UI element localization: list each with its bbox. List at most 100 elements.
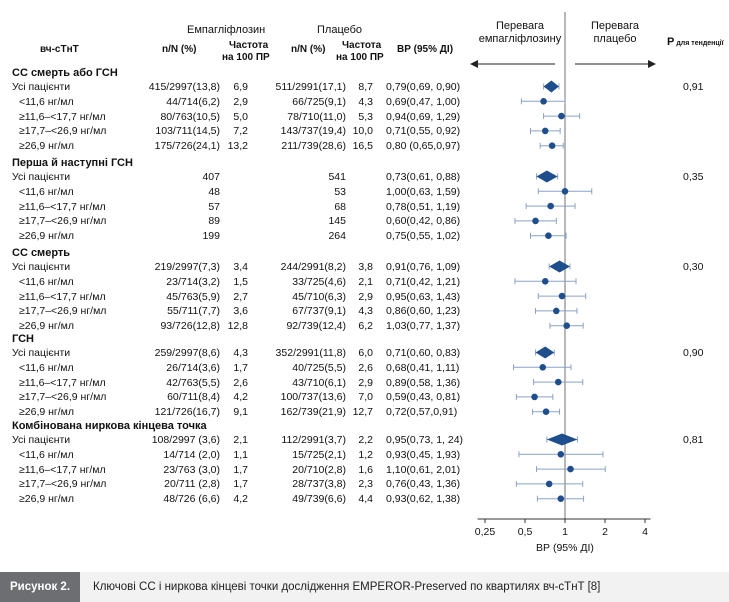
subgroup-hr-point: [563, 322, 571, 330]
favors-placebo-label-line1: Перевага: [591, 20, 639, 32]
placebo-rate-cell: 16,5: [352, 140, 373, 153]
row-label: ≥11,6–<17,7 нг/мл: [19, 290, 106, 303]
hr-ci-cell: 0,71(0,42, 1,21): [386, 275, 461, 288]
hr-ci-cell: 1,10(0,61, 2,01): [386, 463, 461, 476]
overall-hr-diamond: [535, 346, 555, 359]
subgroup-hr-point: [541, 278, 549, 285]
subgroup-hr-point: [532, 217, 539, 225]
empa-group-header: Емпагліфлозин: [187, 24, 266, 36]
placebo-n-cell: 92/739(12,4): [286, 320, 346, 333]
hr-ci-cell: 0,71(0,60, 0,83): [386, 347, 461, 359]
favors-placebo-arrowhead: [648, 60, 656, 68]
empa-rate-cell: 4,2: [233, 391, 248, 404]
row-label: ≥17,7–<26,9 нг/мл: [19, 305, 107, 318]
hr-ci-cell: 0,93(0,45, 1,93): [386, 448, 461, 461]
section-title: СС смерть або ГСН: [12, 67, 118, 79]
overall-hr-diamond: [536, 170, 558, 183]
row-label: ≥11,6–<17,7 нг/мл: [19, 110, 106, 123]
placebo-n-cell: 15/725(2,1): [292, 448, 346, 461]
row-label: Усі пацієнти: [12, 81, 71, 93]
subgroup-hr-point: [558, 112, 565, 120]
empa-rate-cell: 2,6: [233, 376, 248, 389]
empa-n-cell: 42/763(5,5): [166, 376, 220, 389]
empa-n-cell: 26/714(3,6): [166, 361, 220, 374]
subgroup-hr-point: [561, 188, 569, 195]
row-label: <11,6 нг/мл: [19, 448, 74, 461]
empa-rate-cell: 1,7: [233, 463, 248, 476]
empa-n-cell: 199: [202, 230, 220, 243]
empa-rate-cell: 6,9: [233, 81, 248, 93]
placebo-rate-cell: 2,6: [358, 361, 373, 374]
row-label: ≥26,9 нг/мл: [19, 230, 75, 243]
empa-rate-cell: 1,1: [233, 448, 248, 461]
x-axis-tick-label: 1: [562, 526, 568, 538]
hr-ci-cell: 1,00(0,63, 1,59): [386, 185, 461, 198]
hr-ci-cell: 0,89(0,58, 1,36): [386, 376, 461, 389]
empa-n-cell: 14/714 (2,0): [163, 448, 220, 461]
placebo-n-cell: 20/710(2,8): [292, 463, 346, 476]
row-label: ≥11,6–<17,7 нг/мл: [19, 463, 106, 476]
p-trend-value: 0,81: [683, 434, 704, 446]
x-axis-tick-label: 2: [602, 526, 608, 538]
p-trend-header-p: P: [667, 36, 675, 48]
hr-ci-cell: 0,72(0,57,0,91): [386, 406, 458, 419]
placebo-rate-cell: 1,6: [358, 463, 373, 476]
empa-rate-cell: 2,9: [233, 95, 248, 108]
empa-rate-cell: 3,6: [233, 305, 248, 318]
placebo-group-header: Плацебо: [317, 24, 363, 36]
empa-rate-column-header-line2: на 100 ПР: [222, 52, 270, 63]
row-label: <11,6 нг/мл: [19, 361, 74, 374]
placebo-rate-cell: 3,8: [358, 261, 373, 273]
x-axis-tick-label: 0,25: [474, 526, 496, 538]
empa-rate-cell: 4,2: [233, 493, 248, 506]
favors-placebo-label-line2: плацебо: [593, 33, 637, 45]
overall-hr-diamond: [546, 433, 578, 446]
placebo-rate-cell: 5,3: [358, 110, 373, 123]
row-label: ≥17,7–<26,9 нг/мл: [19, 215, 107, 228]
row-label: <11,6 нг/мл: [19, 95, 74, 108]
subgroup-hr-point: [557, 495, 565, 503]
empa-n-cell: 48/726 (6,6): [163, 493, 220, 506]
empa-n-cell: 259/2997(8,6): [154, 347, 220, 359]
row-label: Усі пацієнти: [12, 434, 71, 446]
empa-rate-cell: 3,4: [233, 261, 248, 273]
placebo-rate-cell: 4,3: [358, 95, 373, 108]
overall-hr-diamond: [543, 80, 559, 93]
placebo-rate-cell: 10,0: [352, 125, 373, 138]
row-label: ≥17,7–<26,9 нг/мл: [19, 391, 107, 404]
placebo-n-cell: 68: [334, 200, 346, 213]
hr-ci-cell: 0,60(0,42, 0,86): [386, 215, 461, 228]
hr-ci-cell: 0,59(0,43, 0,81): [386, 391, 461, 404]
empa-rate-cell: 5,0: [233, 110, 248, 123]
x-axis-tick-label: 0,5: [517, 526, 533, 538]
hr-ci-cell: 1,03(0,77, 1,37): [386, 320, 461, 333]
empa-n-cell: 80/763(10,5): [160, 110, 220, 123]
placebo-n-cell: 28/737(3,8): [292, 478, 346, 491]
placebo-n-cell: 162/739(21,9): [280, 406, 346, 419]
row-label: Усі пацієнти: [12, 347, 71, 359]
placebo-rate-cell: 2,3: [358, 478, 373, 491]
placebo-n-cell: 244/2991(8,2): [280, 261, 346, 273]
row-label: ≥17,7–<26,9 нг/мл: [19, 478, 107, 491]
placebo-n-cell: 45/710(6,3): [292, 290, 346, 303]
empa-n-cell: 23/714(3,2): [166, 275, 220, 288]
placebo-n-cell: 67/737(9,1): [292, 305, 346, 318]
empa-n-cell: 121/726(16,7): [154, 406, 220, 419]
empa-n-cell: 415/2997(13,8): [148, 81, 220, 93]
empa-n-cell: 23/763 (3,0): [163, 463, 220, 476]
subgroup-hr-point: [557, 451, 565, 458]
placebo-rate-cell: 2,9: [358, 376, 373, 389]
placebo-n-cell: 43/710(6,1): [292, 376, 346, 389]
placebo-rate-cell: 2,2: [358, 434, 373, 446]
placebo-rate-cell: 7,0: [358, 391, 373, 404]
section-title: Перша й наступні ГСН: [12, 157, 133, 169]
empa-rate-column-header-line1: Частота: [229, 40, 269, 51]
subgroup-hr-point: [545, 232, 552, 239]
placebo-rate-cell: 12,7: [352, 406, 373, 419]
subgroup-hr-point: [539, 364, 547, 371]
empa-n-cell: 20/711 (2,8): [164, 478, 220, 491]
placebo-n-cell: 100/737(13,6): [280, 391, 346, 404]
placebo-n-cell: 145: [328, 215, 346, 228]
